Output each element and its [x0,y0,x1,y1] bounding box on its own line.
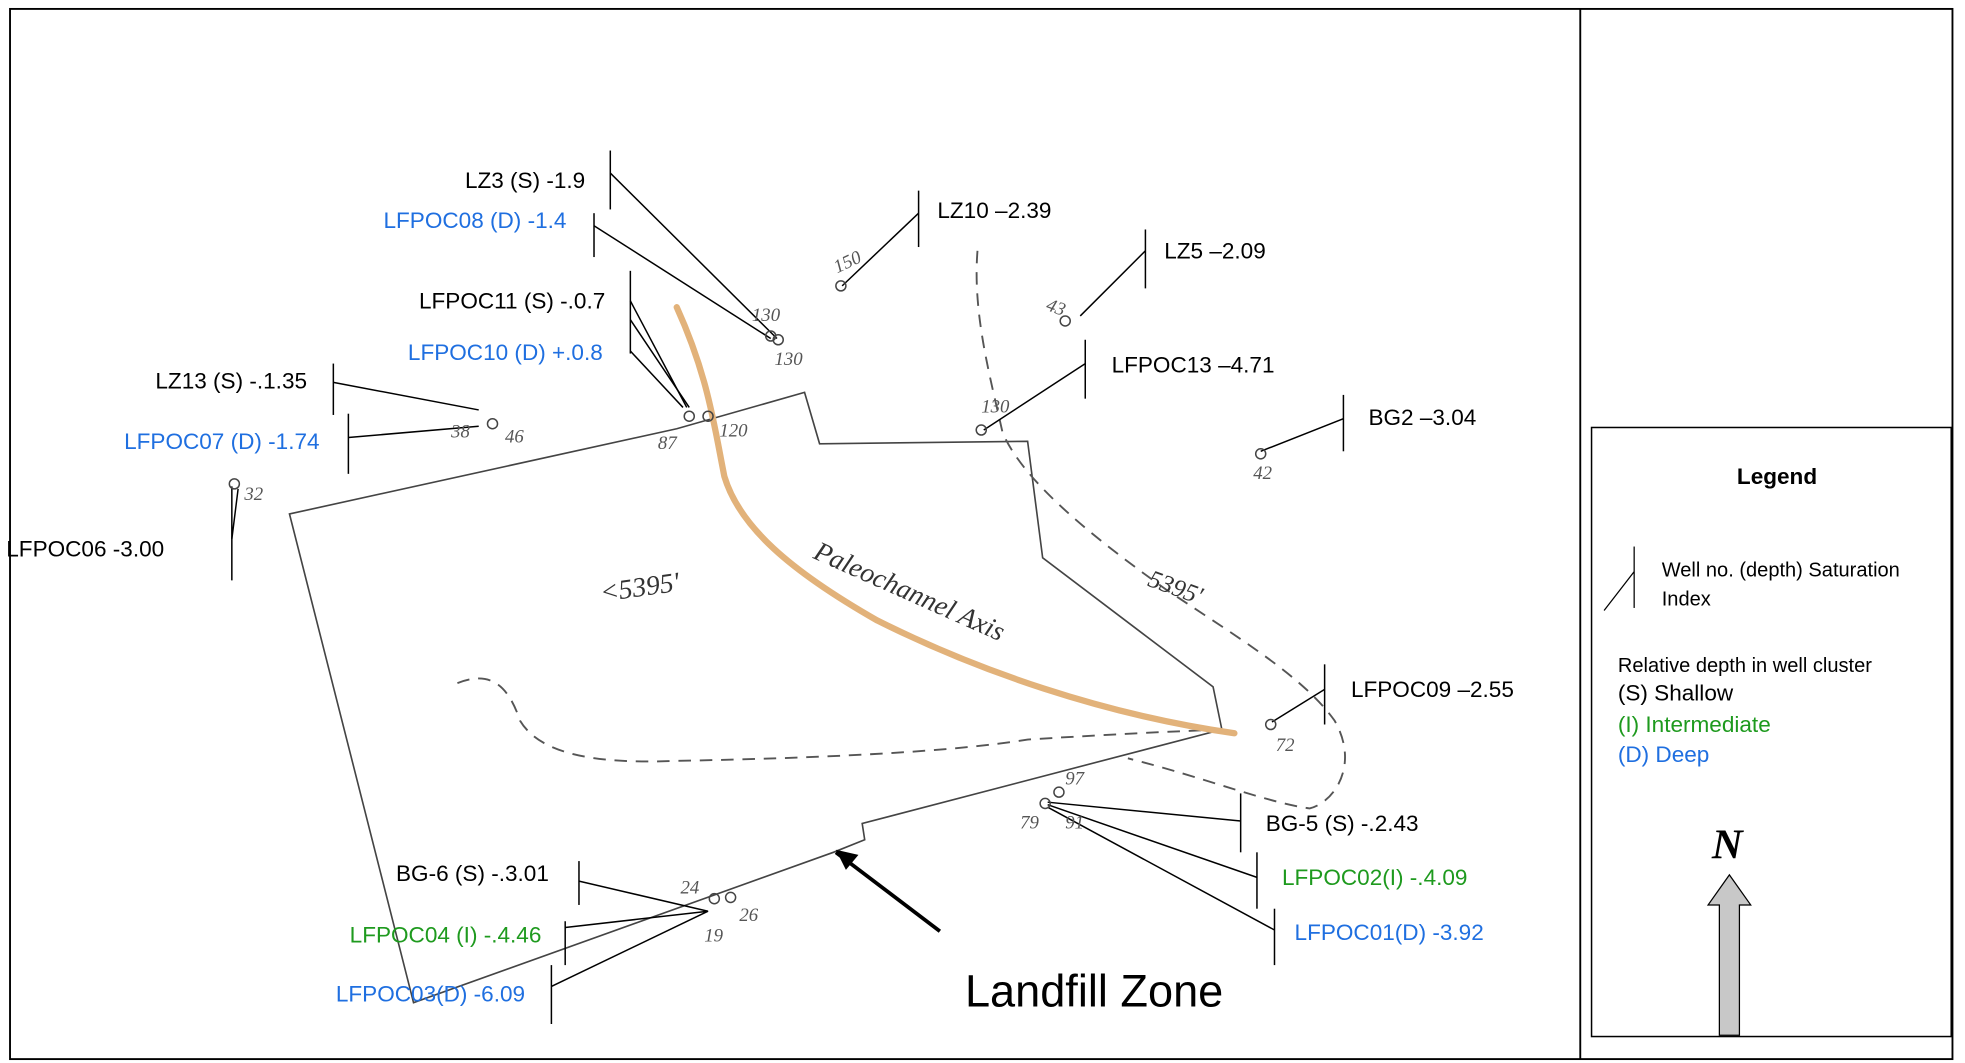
well-number: 72 [1276,735,1295,756]
well-number: 26 [739,905,758,926]
landfill-outline [288,391,1223,1004]
well-number: 130 [981,396,1010,417]
well-number: 38 [450,422,470,443]
zone-arrow-head [835,849,859,870]
legend-text: (I) Intermediate [1618,712,1771,737]
legend-text: Well no. (depth) Saturation [1662,560,1900,582]
well-label: LFPOC02(I) -.4.09 [1282,865,1467,890]
leader-lines [231,150,1345,1025]
legend-text: (D) Deep [1618,742,1709,767]
well-number: 97 [1065,769,1085,790]
well-label: LFPOC03(D) -6.09 [336,981,525,1006]
well-label: BG2 –3.04 [1368,405,1476,430]
well-number: 42 [1253,463,1272,484]
well-number: 19 [704,925,723,946]
well-number: 24 [680,878,699,899]
well-label: LFPOC08 (D) -1.4 [384,208,567,233]
legend-text: (S) Shallow [1618,681,1734,706]
well-label: LFPOC13 –4.71 [1112,352,1275,377]
wells [228,280,1277,905]
well-label: LFPOC01(D) -3.92 [1295,920,1484,945]
frame [9,7,1954,1061]
well-label: LFPOC09 –2.55 [1351,677,1514,702]
legend-symbol [1603,571,1635,611]
north-label: N [1711,822,1745,869]
well-number: 130 [752,305,781,326]
zone-label: Landfill Zone [965,965,1223,1016]
well-label: LFPOC07 (D) -1.74 [124,429,319,454]
well-number: 32 [243,484,263,505]
well-label: BG-6 (S) -.3.01 [396,861,549,886]
well-label: LZ3 (S) -1.9 [465,168,585,193]
north-arrow [1706,873,1752,1036]
well-label: LFPOC10 (D) +.0.8 [408,340,603,365]
well-label: LZ10 –2.39 [937,198,1051,223]
well-label: LZ13 (S) -.1.35 [155,369,307,394]
zone-arrow [834,850,942,933]
legend-title: Legend [1737,464,1817,489]
well-label: LZ5 –2.09 [1164,238,1266,263]
well-number: 46 [505,427,524,448]
legend-box [1590,426,1952,1038]
well-number: 120 [719,420,748,441]
well-label: LFPOC04 (I) -.4.46 [350,923,542,948]
well-label: LFPOC11 (S) -.0.7 [419,288,605,313]
legend-text: Relative depth in well cluster [1618,655,1872,677]
legend-text: Index [1662,588,1711,610]
well-number: 130 [774,349,803,370]
well-number: 91 [1065,813,1084,834]
contour [457,250,1346,810]
well-label: LFPOC06 -3.00 [6,537,164,562]
well-label: BG-5 (S) -.2.43 [1266,811,1419,836]
well-number: 79 [1020,813,1039,834]
well-number: 87 [658,433,678,454]
